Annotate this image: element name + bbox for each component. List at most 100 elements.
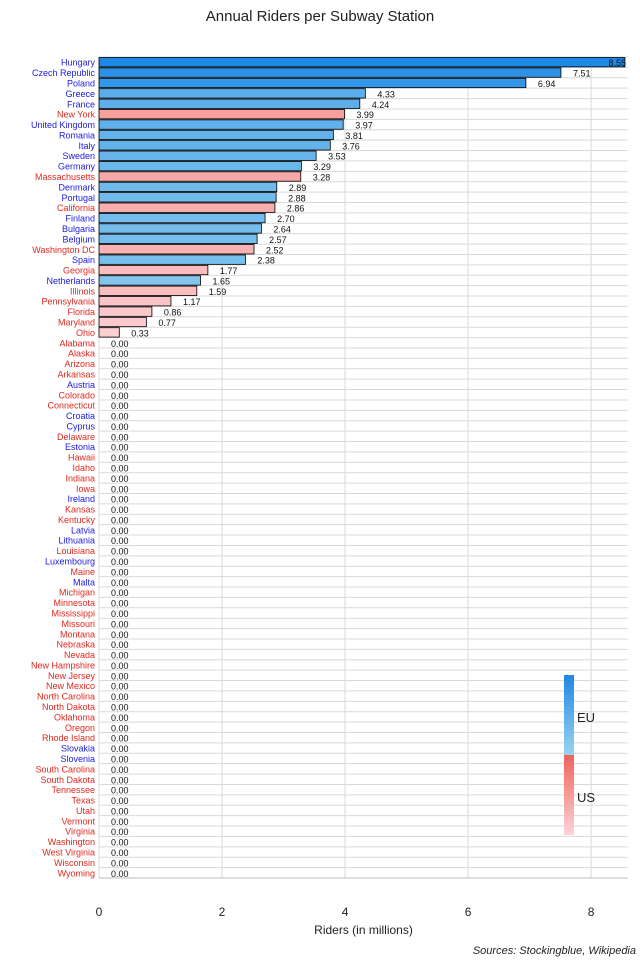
value-label: 0.86 (164, 308, 182, 318)
value-label: 0.00 (111, 495, 129, 505)
x-tick-label: 4 (342, 905, 349, 919)
value-label: 0.00 (111, 786, 129, 796)
category-label: Luxembourg (45, 557, 95, 567)
value-label: 2.38 (257, 256, 275, 266)
value-label: 3.28 (313, 173, 331, 183)
value-label: 0.00 (111, 599, 129, 609)
bar (98, 192, 277, 203)
category-label: West Virginia (42, 848, 95, 858)
bar (98, 275, 201, 286)
category-label: Nebraska (56, 640, 95, 650)
category-label: Florida (67, 307, 95, 317)
value-label: 1.65 (212, 276, 230, 286)
value-label: 0.00 (111, 858, 129, 868)
value-label: 0.00 (111, 869, 129, 879)
value-label: 4.24 (372, 100, 390, 110)
category-label: Minnesota (53, 598, 95, 608)
value-label: 0.00 (111, 817, 129, 827)
value-label: 0.00 (111, 360, 129, 370)
value-label: 0.00 (111, 380, 129, 390)
value-label: 0.00 (111, 464, 129, 474)
category-label: Maryland (58, 318, 95, 328)
category-label: Croatia (66, 411, 95, 421)
value-label: 0.00 (111, 443, 129, 453)
value-label: 0.00 (111, 671, 129, 681)
value-label: 0.00 (111, 536, 129, 546)
value-label: 0.00 (111, 453, 129, 463)
category-label: Montana (60, 629, 95, 639)
value-label: 0.33 (131, 328, 149, 338)
value-label: 0.00 (111, 661, 129, 671)
category-label: Utah (76, 806, 95, 816)
category-label: United Kingdom (31, 120, 95, 130)
category-label: Idaho (72, 463, 95, 473)
category-label: Tennessee (51, 785, 95, 795)
value-label: 0.00 (111, 547, 129, 557)
bar (98, 150, 317, 161)
category-label: Portugal (61, 193, 95, 203)
value-label: 0.00 (111, 578, 129, 588)
category-label: Missouri (61, 619, 95, 629)
value-label: 0.00 (111, 609, 129, 619)
value-label: 0.00 (111, 339, 129, 349)
bar (98, 140, 331, 151)
x-tick-label: 6 (465, 905, 472, 919)
category-label: South Dakota (40, 775, 95, 785)
legend-swatch (564, 675, 574, 755)
value-label: 6.94 (538, 79, 556, 89)
value-label: 2.86 (287, 204, 305, 214)
category-label: Kentucky (58, 515, 96, 525)
value-label: 0.00 (111, 838, 129, 848)
value-label: 0.00 (111, 723, 129, 733)
bar (98, 109, 345, 120)
category-label: Rhode Island (42, 733, 95, 743)
category-label: New Mexico (46, 681, 95, 691)
category-label: Alaska (68, 349, 95, 359)
category-label: Illinois (70, 286, 96, 296)
category-label: Slovakia (61, 744, 95, 754)
value-label: 0.00 (111, 588, 129, 598)
x-tick-label: 8 (588, 905, 595, 919)
value-label: 0.00 (111, 713, 129, 723)
category-label: Texas (71, 796, 95, 806)
bar (98, 181, 278, 193)
category-label: Delaware (57, 432, 95, 442)
category-label: Greece (65, 89, 95, 99)
value-label: 2.70 (277, 214, 295, 224)
category-label: Vermont (61, 816, 95, 826)
bar (98, 171, 302, 182)
value-label: 0.00 (111, 765, 129, 775)
value-label: 4.33 (377, 89, 395, 99)
value-label: 0.00 (111, 651, 129, 661)
bar (98, 327, 120, 338)
value-label: 2.57 (269, 235, 287, 245)
category-label: Iowa (76, 484, 95, 494)
category-label: Spain (72, 255, 95, 265)
x-tick-label: 0 (96, 905, 103, 919)
bar (98, 161, 302, 172)
category-label: Wisconsin (54, 858, 95, 868)
value-label: 3.53 (328, 152, 346, 162)
bar (98, 57, 626, 68)
category-label: Michigan (59, 588, 95, 598)
category-label: Czech Republic (32, 68, 96, 78)
x-tick-label: 2 (219, 905, 226, 919)
value-label: 0.00 (111, 640, 129, 650)
bar (98, 264, 209, 276)
category-label: New York (57, 110, 96, 120)
value-label: 0.00 (111, 848, 129, 858)
value-label: 0.00 (111, 526, 129, 536)
category-label: Sweden (62, 151, 95, 161)
value-label: 2.52 (266, 245, 284, 255)
category-label: Hawaii (68, 453, 95, 463)
value-label: 2.88 (288, 193, 306, 203)
value-label: 3.29 (313, 162, 331, 172)
value-label: 1.77 (220, 266, 238, 276)
category-label: Nevada (64, 650, 95, 660)
category-label: Ireland (67, 494, 95, 504)
value-label: 0.00 (111, 630, 129, 640)
bar (98, 296, 172, 307)
bar (98, 119, 344, 130)
bar (98, 129, 334, 141)
value-label: 0.00 (111, 391, 129, 401)
